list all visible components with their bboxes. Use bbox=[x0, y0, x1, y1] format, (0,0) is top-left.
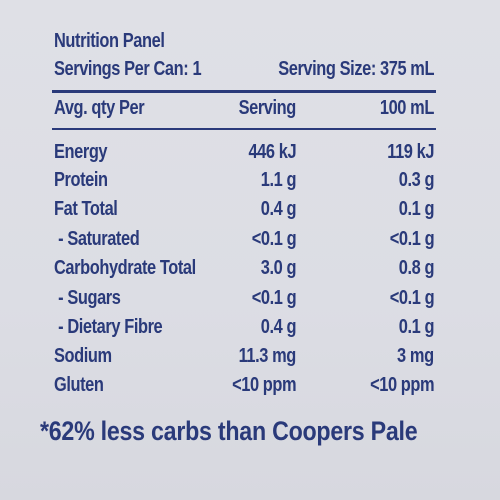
per-100ml-value: 0.3 g bbox=[398, 169, 435, 191]
per-100ml-value: 0.8 g bbox=[398, 257, 435, 279]
nutrient-name: Energy bbox=[54, 141, 108, 163]
table-row: - Sugars <0.1 g <0.1 g bbox=[54, 287, 434, 315]
servings-per-can: Servings Per Can: 1 bbox=[54, 58, 202, 80]
header-rule-bottom bbox=[52, 128, 436, 130]
nutrient-name: - Dietary Fibre bbox=[54, 316, 163, 338]
table-row: Energy 446 kJ 119 kJ bbox=[54, 141, 434, 169]
per-100ml-value: 3 mg bbox=[397, 345, 434, 367]
per-100ml-value: 0.1 g bbox=[398, 198, 435, 220]
per-serving-value: 0.4 g bbox=[260, 316, 297, 338]
nutrient-name: - Sugars bbox=[54, 287, 121, 309]
per-100ml-value: <0.1 g bbox=[389, 228, 435, 250]
header-serving: Serving bbox=[238, 97, 297, 119]
table-row: Protein 1.1 g 0.3 g bbox=[54, 169, 434, 197]
per-serving-value: 0.4 g bbox=[260, 198, 297, 220]
per-serving-value: 11.3 mg bbox=[238, 345, 297, 367]
header-avg-qty: Avg. qty Per bbox=[54, 97, 145, 119]
per-serving-value: 446 kJ bbox=[248, 141, 296, 163]
table-header-row: Avg. qty Per Serving 100 mL bbox=[54, 97, 434, 125]
panel-title: Nutrition Panel bbox=[54, 30, 165, 52]
nutrient-name: Gluten bbox=[54, 374, 104, 396]
footnote: *62% less carbs than Coopers Pale bbox=[40, 416, 418, 446]
table-row: - Saturated <0.1 g <0.1 g bbox=[54, 228, 434, 256]
per-100ml-value: 119 kJ bbox=[387, 141, 434, 163]
nutrient-name: Sodium bbox=[54, 345, 112, 367]
header-100ml: 100 mL bbox=[379, 97, 434, 119]
per-serving-value: <10 ppm bbox=[231, 374, 297, 396]
nutrient-name: - Saturated bbox=[54, 228, 140, 250]
servings-row: Servings Per Can: 1 Serving Size: 375 mL bbox=[54, 58, 434, 84]
per-100ml-value: <10 ppm bbox=[369, 374, 435, 396]
per-serving-value: 1.1 g bbox=[260, 169, 297, 191]
nutrient-name: Carbohydrate Total bbox=[54, 257, 196, 279]
table-row: Fat Total 0.4 g 0.1 g bbox=[54, 198, 434, 226]
nutrient-name: Protein bbox=[54, 169, 108, 191]
per-serving-value: 3.0 g bbox=[260, 257, 297, 279]
per-serving-value: <0.1 g bbox=[251, 287, 297, 309]
nutrient-name: Fat Total bbox=[54, 198, 118, 220]
per-serving-value: <0.1 g bbox=[251, 228, 297, 250]
table-row: Gluten <10 ppm <10 ppm bbox=[54, 374, 434, 402]
table-row: - Dietary Fibre 0.4 g 0.1 g bbox=[54, 316, 434, 344]
header-rule-top bbox=[52, 90, 436, 93]
per-100ml-value: 0.1 g bbox=[398, 316, 435, 338]
serving-size: Serving Size: 375 mL bbox=[278, 58, 434, 80]
table-row: Carbohydrate Total 3.0 g 0.8 g bbox=[54, 257, 434, 285]
per-100ml-value: <0.1 g bbox=[389, 287, 435, 309]
table-row: Sodium 11.3 mg 3 mg bbox=[54, 345, 434, 373]
